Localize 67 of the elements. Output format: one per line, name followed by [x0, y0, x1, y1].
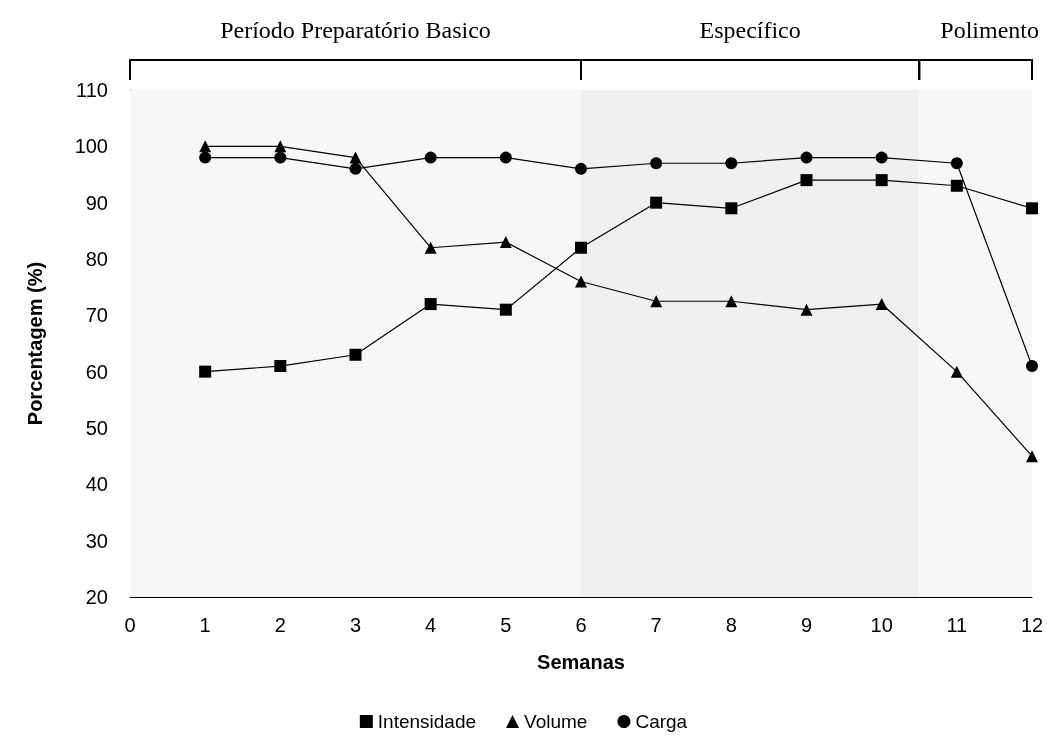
x-tick-label: 4 [425, 614, 437, 636]
x-tick-label: 11 [946, 614, 968, 636]
y-tick-label: 110 [76, 79, 108, 101]
y-tick-label: 20 [85, 586, 108, 608]
point [650, 196, 663, 209]
point [800, 303, 813, 316]
x-tick-label: 1 [199, 614, 211, 636]
point [274, 360, 287, 373]
point [800, 174, 813, 187]
legend-label: Intensidade [377, 711, 477, 732]
point [800, 151, 813, 164]
x-tick-label: 9 [800, 614, 813, 636]
x-tick-label: 10 [870, 614, 893, 636]
point [875, 174, 888, 187]
point [575, 275, 587, 288]
point [950, 365, 963, 378]
x-tick-label: 6 [575, 614, 587, 636]
point [575, 241, 587, 254]
point [199, 140, 212, 153]
x-tick-label: 2 [274, 614, 286, 636]
point [725, 202, 738, 215]
band-label: Específico [699, 17, 801, 43]
point [424, 151, 437, 164]
y-tick-label: 60 [85, 360, 108, 383]
point [199, 365, 212, 378]
point [1026, 202, 1038, 215]
x-tick-label: 12 [1020, 614, 1044, 636]
point [349, 162, 362, 175]
y-axis-title: Porcentagem (%) [24, 261, 46, 426]
point [499, 151, 512, 164]
point [1026, 450, 1038, 463]
legend-label: Carga [635, 711, 688, 732]
y-tick-label: 30 [85, 529, 108, 552]
x-tick-label: 7 [650, 614, 662, 636]
point [424, 241, 437, 254]
point [950, 179, 963, 192]
point [650, 157, 663, 170]
point [725, 295, 738, 308]
point [950, 157, 963, 170]
point [725, 157, 738, 170]
y-tick-label: 40 [85, 473, 108, 496]
y-tick-label: 80 [85, 248, 108, 270]
point [1026, 360, 1038, 373]
point [875, 298, 888, 311]
x-tick-label: 0 [124, 614, 136, 636]
x-tick-label: 3 [349, 614, 362, 636]
x-tick-label: 5 [500, 614, 512, 636]
point [349, 348, 362, 361]
y-tick-label: 50 [85, 417, 108, 439]
point [274, 140, 287, 153]
y-tick-label: 70 [85, 304, 108, 327]
band-label: Polimento [940, 17, 1039, 43]
point [349, 151, 362, 164]
x-axis-title: Semanas [537, 651, 625, 673]
point [499, 303, 512, 316]
band-label: Período Preparatório Basico [220, 17, 491, 43]
point [650, 295, 663, 308]
point [575, 162, 587, 175]
legend-label: Volume [524, 711, 588, 732]
point [274, 151, 287, 164]
point [424, 298, 437, 311]
point [199, 151, 212, 164]
y-tick-label: 90 [85, 191, 108, 214]
point [499, 236, 512, 249]
point [875, 151, 888, 164]
y-tick-label: 100 [74, 135, 108, 158]
x-tick-label: 8 [725, 614, 737, 636]
